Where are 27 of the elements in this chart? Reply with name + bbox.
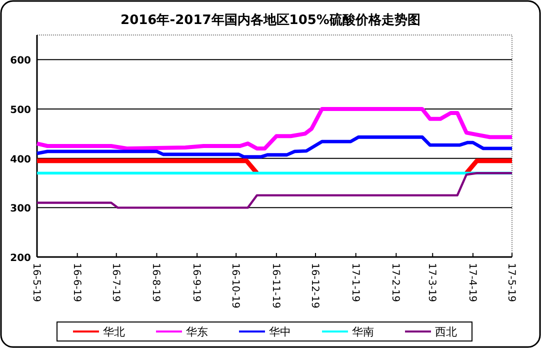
x-tick-label: 16-6-19 [70,263,82,302]
x-tick-label: 16-7-19 [110,263,121,302]
y-tick-label: 300 [10,204,32,215]
line-series [36,172,514,209]
line-series [35,135,514,159]
x-tick-label: 17-3-19 [426,263,438,302]
legend-label: 华南 [352,326,374,338]
x-tick-label: 17-4-19 [466,263,478,302]
y-tick-label: 200 [10,253,32,264]
y-tick-label: 400 [10,154,32,166]
legend-label: 华中 [269,326,291,338]
legend-label: 西北 [435,326,457,338]
x-tick-label: 16-10-19 [230,263,241,308]
x-tick-label: 16-9-19 [190,263,202,302]
x-tick-label: 17-2-19 [390,263,401,302]
y-tick-label: 500 [10,105,32,116]
x-tick-label: 16-5-19 [30,263,42,302]
x-tick-label: 16-8-19 [150,263,162,302]
chart-title: 2016年-2017年国内各地区105%硫酸价格走势图 [120,12,420,28]
x-tick-label: 17-1-19 [349,263,360,302]
x-tick-label: 17-5-19 [506,263,516,302]
x-tick-label: 16-11-19 [270,263,281,308]
y-tick-label: 600 [10,56,32,67]
legend-label: 华北 [103,326,125,338]
legend-label: 华东 [186,326,208,338]
x-tick-label: 16-12-19 [308,263,320,308]
line-series [35,107,514,150]
